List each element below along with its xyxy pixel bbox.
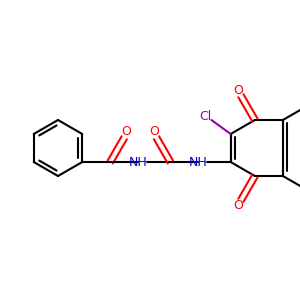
- Text: NH: NH: [129, 155, 148, 169]
- Text: Cl: Cl: [199, 110, 212, 122]
- Text: O: O: [233, 84, 243, 97]
- Text: O: O: [121, 125, 131, 138]
- Text: NH: NH: [189, 155, 208, 169]
- Text: O: O: [233, 199, 243, 212]
- Text: O: O: [149, 125, 159, 138]
